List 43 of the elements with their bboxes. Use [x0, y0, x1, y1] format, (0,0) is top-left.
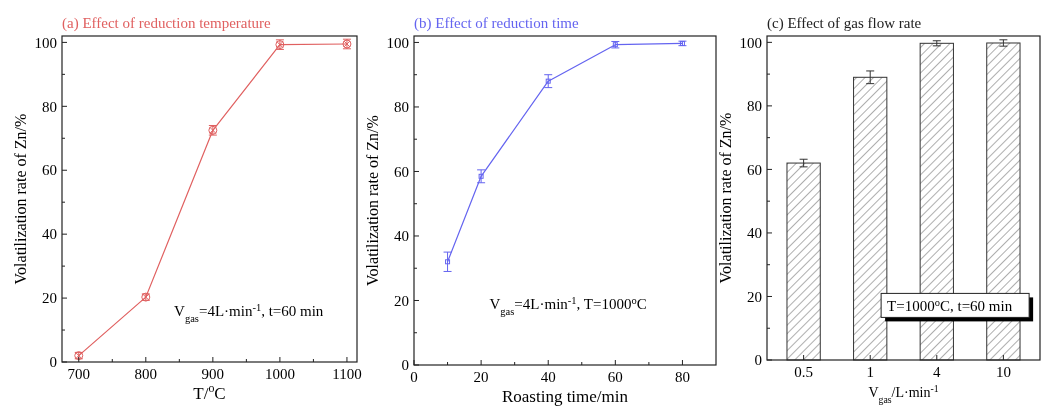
x-tick-label: 1000: [264, 366, 295, 382]
y-axis-title: Volatilization rate of Zn/%: [717, 112, 734, 284]
y-tick-label: 20: [747, 288, 762, 305]
chart-title: (a) Effect of reduction temperature: [62, 15, 272, 32]
x-axis-title: V$_{gas}$/L·min$^{-1}$: [868, 382, 939, 405]
x-tick-label: 900: [201, 366, 225, 382]
x-tick-label: 4: [933, 364, 942, 380]
x-tick-label: 1: [866, 364, 874, 380]
x-tick-label: 0.5: [794, 364, 813, 380]
y-tick-label: 20: [394, 292, 409, 309]
x-tick-label: 700: [67, 366, 91, 382]
y-tick-label: 100: [739, 34, 762, 51]
x-tick-label: 80: [674, 369, 690, 385]
y-tick-label: 80: [394, 99, 409, 116]
bar: [786, 162, 821, 361]
x-tick-label: 40: [540, 369, 556, 385]
y-tick-label: 40: [747, 225, 762, 242]
y-tick-label: 60: [42, 162, 57, 179]
x-tick-label: 60: [607, 369, 623, 385]
y-tick-label: 40: [42, 226, 57, 243]
x-tick-label: 20: [473, 369, 489, 385]
annotation: V$_{gas}$=4L·min$^{-1}$, t=60 min: [174, 301, 324, 324]
x-tick-label: 1100: [332, 366, 362, 382]
y-tick-label: 40: [394, 228, 409, 245]
y-tick-label: 60: [394, 163, 409, 180]
x-tick-label: 10: [995, 364, 1011, 380]
x-axis-title: Roasting time/min: [501, 387, 629, 406]
x-axis-title: T/$^{o}$C: [193, 381, 226, 403]
y-axis-title: Volatilization rate of Zn/%: [12, 113, 29, 285]
y-tick-label: 80: [42, 98, 57, 115]
annotation: V$_{gas}$=4L·min$^{-1}$, T=1000$^{o}$C: [489, 294, 647, 317]
y-tick-label: 60: [747, 161, 762, 178]
y-tick-label: 80: [747, 98, 762, 115]
x-tick-label: 800: [134, 366, 158, 382]
annotation: T=1000$^{o}$C, t=60 min: [887, 296, 1013, 315]
y-tick-label: 0: [754, 352, 762, 369]
bar: [986, 42, 1021, 361]
chart-title: (b) Effect of reduction time: [414, 15, 579, 32]
y-tick-label: 100: [34, 34, 57, 51]
y-axis-title: Volatilization rate of Zn/%: [364, 115, 381, 286]
y-tick-label: 20: [42, 290, 57, 307]
y-tick-label: 100: [386, 34, 409, 51]
chart-title: (c) Effect of gas flow rate: [767, 15, 922, 32]
